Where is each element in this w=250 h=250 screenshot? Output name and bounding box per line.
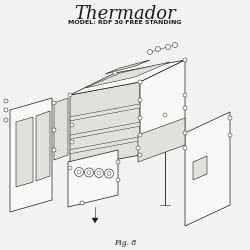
Circle shape: [183, 131, 187, 135]
Circle shape: [163, 113, 167, 117]
Circle shape: [4, 118, 8, 122]
Circle shape: [228, 116, 232, 120]
Circle shape: [113, 71, 117, 75]
Circle shape: [172, 42, 178, 48]
Circle shape: [183, 58, 187, 62]
Circle shape: [228, 133, 232, 137]
Text: Thermador: Thermador: [74, 5, 176, 23]
Polygon shape: [54, 98, 68, 160]
Circle shape: [136, 146, 140, 150]
Polygon shape: [185, 112, 230, 226]
Polygon shape: [10, 98, 52, 212]
Circle shape: [138, 133, 142, 137]
Polygon shape: [70, 137, 140, 154]
Circle shape: [52, 148, 56, 152]
Circle shape: [74, 168, 84, 176]
Circle shape: [97, 171, 101, 175]
Circle shape: [52, 128, 56, 132]
Circle shape: [104, 169, 114, 178]
Text: Fig. 8: Fig. 8: [114, 239, 136, 247]
Circle shape: [68, 93, 72, 97]
Polygon shape: [138, 118, 185, 162]
Circle shape: [77, 170, 81, 174]
Text: MODEL: RDF 30 FREE STANDING: MODEL: RDF 30 FREE STANDING: [68, 20, 182, 25]
Circle shape: [4, 108, 8, 112]
Circle shape: [138, 153, 142, 157]
Circle shape: [183, 93, 187, 97]
Polygon shape: [140, 60, 185, 155]
Circle shape: [70, 140, 74, 144]
Polygon shape: [85, 62, 170, 88]
Circle shape: [138, 98, 142, 102]
Circle shape: [84, 168, 94, 177]
Circle shape: [107, 172, 111, 175]
Circle shape: [183, 146, 187, 150]
Polygon shape: [70, 122, 140, 139]
Circle shape: [52, 101, 56, 105]
Polygon shape: [92, 218, 98, 223]
Polygon shape: [70, 82, 140, 168]
Circle shape: [94, 168, 104, 177]
Circle shape: [138, 80, 142, 84]
Circle shape: [80, 201, 84, 205]
Polygon shape: [193, 156, 207, 180]
Circle shape: [148, 50, 152, 54]
Polygon shape: [105, 60, 150, 74]
Circle shape: [183, 106, 187, 110]
Circle shape: [166, 44, 170, 50]
Circle shape: [156, 46, 160, 52]
Polygon shape: [70, 104, 140, 121]
Polygon shape: [16, 117, 33, 187]
Circle shape: [4, 99, 8, 103]
Circle shape: [116, 178, 120, 182]
Circle shape: [68, 166, 72, 170]
Polygon shape: [70, 60, 185, 95]
Circle shape: [116, 160, 120, 164]
Polygon shape: [68, 150, 118, 207]
Circle shape: [138, 116, 142, 120]
Circle shape: [87, 170, 91, 174]
Circle shape: [70, 123, 74, 127]
Polygon shape: [36, 111, 50, 181]
